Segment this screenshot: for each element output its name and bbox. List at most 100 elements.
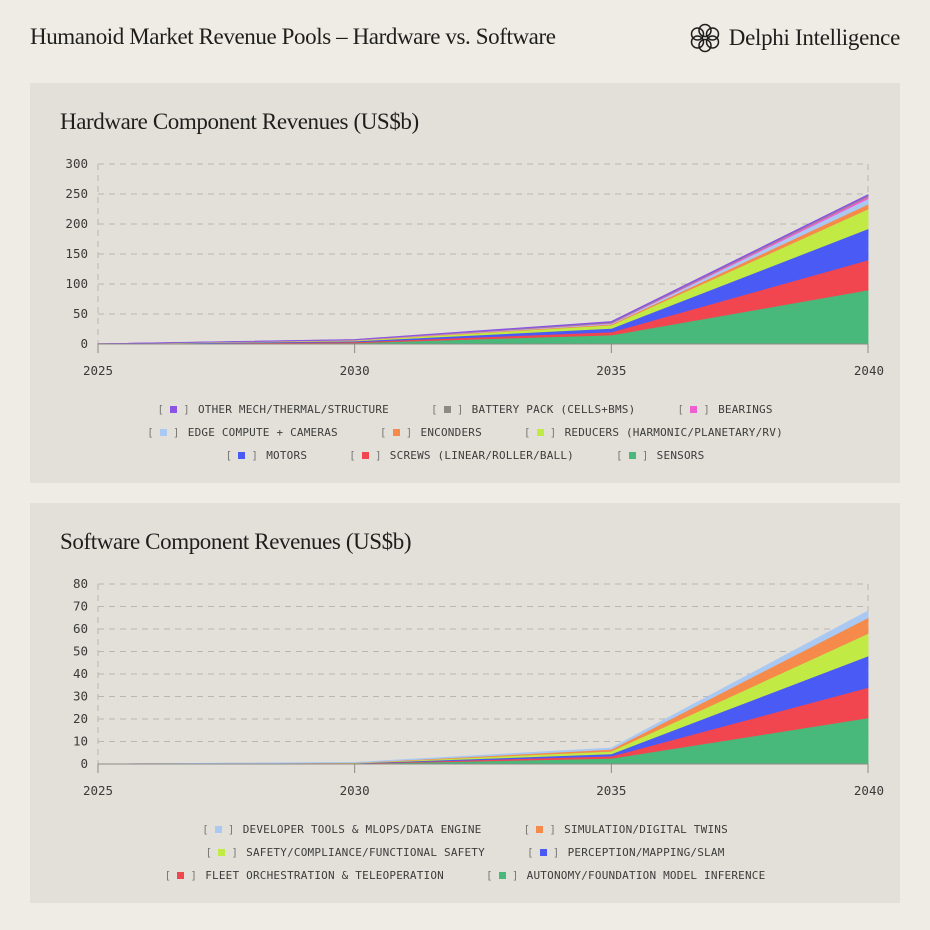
chart-title: Hardware Component Revenues (US$b) [60, 109, 419, 134]
legend-bracket: ] [552, 846, 560, 859]
legend-swatch [177, 872, 185, 879]
x-tick-label: 2040 [854, 783, 884, 798]
legend-label: PERCEPTION/MAPPING/SLAM [567, 846, 725, 859]
delphi-logo-icon [690, 23, 720, 53]
legend-bracket: ] [231, 846, 239, 859]
legend-bracket: ] [549, 823, 557, 836]
legend-row: [] FLEET ORCHESTRATION & TELEOPERATION [] A… [30, 864, 900, 887]
legend-label: SIMULATION/DIGITAL TWINS [564, 823, 728, 836]
legend-bracket: ] [374, 449, 382, 462]
legend-label: DEVELOPER TOOLS & MLOPS/DATA ENGINE [242, 823, 482, 836]
y-tick-label: 60 [73, 621, 88, 636]
legend-bracket: [ [431, 403, 438, 416]
y-tick-label: 50 [73, 306, 88, 321]
y-tick-label: 40 [73, 666, 88, 681]
legend-bracket: [ [616, 449, 623, 462]
legend-item-simulation-digital-twins: [] SIMULATION/DIGITAL TWINS [524, 823, 728, 836]
legend-label: SENSORS [656, 449, 705, 462]
legend-bracket: ] [190, 869, 198, 882]
legend-swatch [443, 406, 451, 413]
legend-item-reducers-harmonic-planetary-rv: [] REDUCERS (HARMONIC/PLANETARY/RV) [524, 426, 783, 439]
y-tick-label: 10 [73, 734, 88, 749]
legend-item-screws-linear-roller-ball: [] SCREWS (LINEAR/ROLLER/BALL) [349, 449, 574, 462]
y-tick-label: 20 [73, 711, 88, 726]
legend-item-battery-pack-cells-bms: [] BATTERY PACK (CELLS+BMS) [431, 403, 635, 416]
x-tick-label: 2030 [340, 783, 370, 798]
legend-label: MOTORS [266, 449, 308, 462]
legend-bracket: [ [147, 426, 154, 439]
legend-bracket: [ [164, 869, 172, 882]
legend-label: ENCONDERS [420, 426, 482, 439]
legend-label: BEARINGS [718, 403, 773, 416]
series-areas [97, 610, 869, 765]
legend-item-fleet-orchestration-teleoperation: [] FLEET ORCHESTRATION & TELEOPERATION [165, 869, 444, 882]
legend-bracket: ] [183, 403, 190, 416]
software-chart-panel: Software Component Revenues (US$b) 0 10 20… [30, 503, 900, 903]
y-tick-label: 250 [65, 186, 88, 201]
legend-bracket: [ [526, 846, 534, 859]
legend-bracket: ] [703, 403, 711, 416]
legend-bracket: ] [227, 823, 235, 836]
legend-bracket: [ [523, 426, 531, 439]
legend-bracket: [ [202, 823, 209, 836]
legend-row: [] SAFETY/COMPLIANCE/FUNCTIONAL SAFETY [] P… [30, 841, 900, 864]
legend-label: EDGE COMPUTE + CAMERAS [187, 426, 338, 439]
legend-swatch [536, 826, 544, 833]
y-tick-label: 50 [73, 644, 88, 659]
hardware-chart-panel: Hardware Component Revenues (US$b) 0 50 10… [30, 83, 900, 483]
x-tick-label: 2035 [596, 783, 626, 798]
legend-swatch [361, 452, 369, 459]
y-tick-label: 0 [80, 756, 88, 771]
y-tick-label: 0 [80, 336, 88, 351]
legend-label: REDUCERS (HARMONIC/PLANETARY/RV) [564, 426, 783, 439]
legend-swatch [159, 429, 167, 436]
x-tick-label: 2040 [854, 363, 884, 378]
legend-swatch [214, 826, 222, 833]
legend-swatch [690, 406, 698, 413]
legend-item-sensors: [] SENSORS [616, 449, 704, 462]
brand: Delphi Intelligence [689, 22, 900, 54]
legend-bracket: ] [456, 403, 464, 416]
legend-swatch [498, 872, 506, 879]
legend-row: [] EDGE COMPUTE + CAMERAS [] ENCONDERS [] RED… [30, 421, 900, 444]
hardware-area-chart: 0 50 100 150 200 250 300 2025 2030 2035 2040 [65, 156, 884, 378]
x-tick-label: 2035 [596, 363, 626, 378]
legend-item-perception-mapping-slam: [] PERCEPTION/MAPPING/SLAM [527, 846, 725, 859]
chart-title: Software Component Revenues (US$b) [60, 529, 412, 554]
legend-swatch [539, 849, 547, 856]
y-tick-label: 80 [73, 576, 88, 591]
legend-row: [] OTHER MECH/THERMAL/STRUCTURE [] BATTERY … [30, 398, 900, 421]
legend-bracket: [ [349, 449, 356, 462]
legend-row: [] DEVELOPER TOOLS & MLOPS/DATA ENGINE [] S… [30, 818, 900, 841]
legend-label: OTHER MECH/THERMAL/STRUCTURE [197, 403, 390, 416]
hardware-legend: [] OTHER MECH/THERMAL/STRUCTURE [] BATTERY … [30, 398, 900, 467]
brand-name: Delphi Intelligence [728, 25, 901, 50]
legend-label: FLEET ORCHESTRATION & TELEOPERATION [205, 869, 444, 882]
legend-bracket: ] [172, 426, 180, 439]
legend-item-safety-compliance-functional-safety: [] SAFETY/COMPLIANCE/FUNCTIONAL SAFETY [205, 846, 484, 859]
legend-item-enconders: [] ENCONDERS [380, 426, 482, 439]
legend-bracket: ] [549, 426, 557, 439]
legend-item-bearings: [] BEARINGS [677, 403, 772, 416]
legend-bracket: [ [205, 846, 213, 859]
legend-swatch [238, 452, 246, 459]
page-title: Humanoid Market Revenue Pools – Hardware… [30, 24, 556, 49]
legend-row: [] MOTORS [] SCREWS (LINEAR/ROLLER/BALL) [] S… [30, 444, 900, 467]
y-tick-label: 200 [65, 216, 88, 231]
legend-bracket: [ [225, 449, 233, 462]
legend-swatch [536, 429, 544, 436]
y-tick-label: 30 [73, 689, 88, 704]
y-tick-label: 70 [73, 599, 88, 614]
area-series-other-mech-thermal-structure [97, 194, 869, 345]
x-tick-label: 2030 [340, 363, 370, 378]
legend-label: BATTERY PACK (CELLS+BMS) [471, 403, 636, 416]
legend-bracket: ] [251, 449, 259, 462]
legend-bracket: [ [379, 426, 387, 439]
legend-swatch [628, 452, 636, 459]
legend-item-edge-compute-cameras: [] EDGE COMPUTE + CAMERAS [147, 426, 338, 439]
legend-bracket: [ [157, 403, 165, 416]
legend-bracket: [ [677, 403, 685, 416]
legend-bracket: ] [641, 449, 649, 462]
legend-swatch [170, 406, 178, 413]
x-tick-label: 2025 [83, 363, 113, 378]
